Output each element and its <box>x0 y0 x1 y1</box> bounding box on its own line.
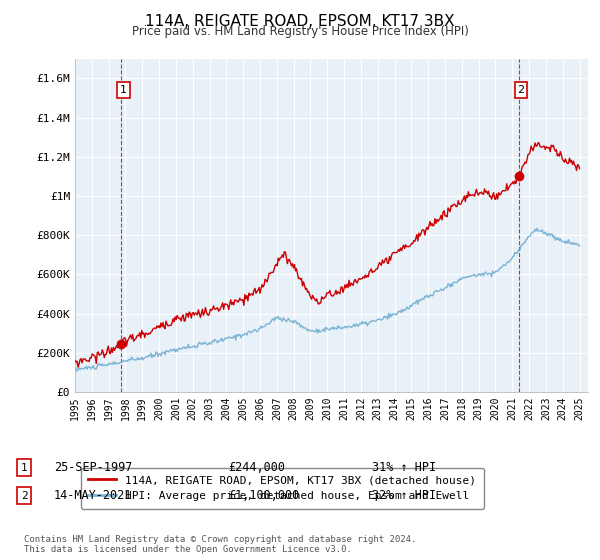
Text: 114A, REIGATE ROAD, EPSOM, KT17 3BX: 114A, REIGATE ROAD, EPSOM, KT17 3BX <box>145 14 455 29</box>
Text: 32% ↑ HPI: 32% ↑ HPI <box>372 489 436 502</box>
Text: £1,100,000: £1,100,000 <box>228 489 299 502</box>
Text: £244,000: £244,000 <box>228 461 285 474</box>
Text: Price paid vs. HM Land Registry's House Price Index (HPI): Price paid vs. HM Land Registry's House … <box>131 25 469 38</box>
Text: 2: 2 <box>517 85 524 95</box>
Legend: 114A, REIGATE ROAD, EPSOM, KT17 3BX (detached house), HPI: Average price, detach: 114A, REIGATE ROAD, EPSOM, KT17 3BX (det… <box>80 468 484 508</box>
Text: 14-MAY-2021: 14-MAY-2021 <box>54 489 133 502</box>
Text: 2: 2 <box>20 491 28 501</box>
Text: Contains HM Land Registry data © Crown copyright and database right 2024.
This d: Contains HM Land Registry data © Crown c… <box>24 535 416 554</box>
Text: 1: 1 <box>120 85 127 95</box>
Text: 1: 1 <box>20 463 28 473</box>
Text: 25-SEP-1997: 25-SEP-1997 <box>54 461 133 474</box>
Text: 31% ↑ HPI: 31% ↑ HPI <box>372 461 436 474</box>
